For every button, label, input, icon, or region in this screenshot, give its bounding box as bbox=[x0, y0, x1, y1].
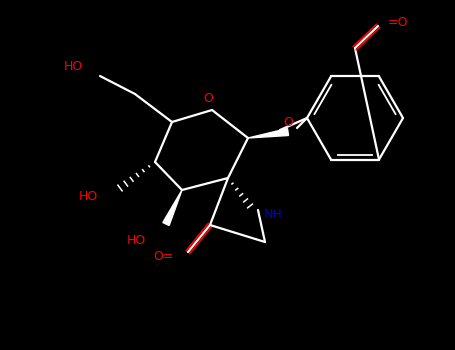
Text: O: O bbox=[203, 92, 213, 105]
Polygon shape bbox=[248, 128, 288, 138]
Polygon shape bbox=[163, 190, 182, 225]
Text: HO: HO bbox=[127, 233, 146, 246]
Text: HO: HO bbox=[64, 60, 83, 72]
Text: NH: NH bbox=[264, 208, 283, 220]
Text: O: O bbox=[283, 117, 293, 130]
Text: =O: =O bbox=[388, 15, 409, 28]
Text: O=: O= bbox=[153, 251, 174, 264]
Text: HO: HO bbox=[79, 190, 98, 203]
